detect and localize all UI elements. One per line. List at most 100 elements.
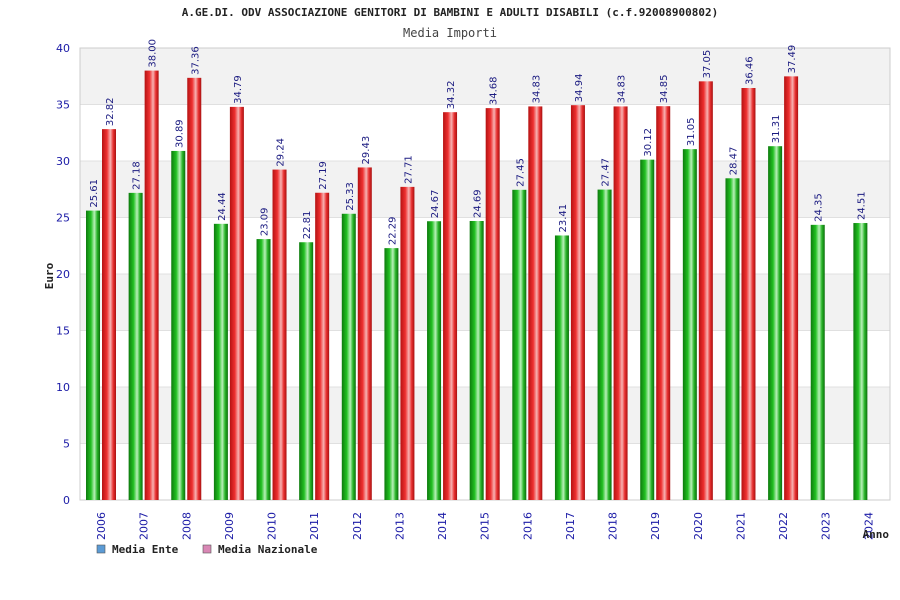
x-tick-label: 2007 xyxy=(138,512,151,540)
data-label: 38.00 xyxy=(148,39,159,68)
bar-media-ente xyxy=(597,189,612,501)
data-label: 34.68 xyxy=(489,76,500,105)
data-label: 27.47 xyxy=(601,158,612,187)
bar-media-ente xyxy=(427,221,442,500)
x-tick-label: 2009 xyxy=(223,512,236,540)
data-label: 37.49 xyxy=(787,45,798,74)
data-label: 23.41 xyxy=(558,204,569,233)
bar-media-nazionale xyxy=(272,169,287,500)
data-label: 32.82 xyxy=(105,97,116,126)
bar-media-ente xyxy=(256,239,271,500)
bar-media-nazionale xyxy=(698,81,713,501)
data-label: 22.81 xyxy=(302,211,313,240)
bar-media-nazionale xyxy=(357,167,372,501)
bar-media-nazionale xyxy=(741,88,756,500)
x-tick-label: 2012 xyxy=(351,512,364,540)
legend: Media Ente Media Nazionale xyxy=(96,543,318,556)
x-axis: 2006 2007 2008 2009 2010 2011 2012 2013 2014 2015… xyxy=(95,512,875,540)
data-label: 27.71 xyxy=(403,155,414,184)
x-tick-label: 2008 xyxy=(180,512,193,540)
grid-band xyxy=(80,48,890,105)
y-axis: 0 5 10 15 20 25 30 35 40 xyxy=(56,42,70,507)
bar-media-nazionale xyxy=(570,105,585,500)
bar-media-nazionale xyxy=(656,106,671,500)
bar-media-ente xyxy=(853,223,868,501)
data-label: 34.94 xyxy=(574,74,585,103)
bar-media-ente xyxy=(810,224,825,500)
bar-media-ente xyxy=(640,159,655,501)
data-label: 36.46 xyxy=(744,56,755,85)
data-label: 24.35 xyxy=(814,193,825,222)
x-tick-label: 2021 xyxy=(734,512,747,540)
x-tick-label: 2013 xyxy=(393,512,406,540)
data-label: 28.47 xyxy=(728,147,739,176)
bar-media-nazionale xyxy=(443,112,458,501)
bar-media-nazionale xyxy=(229,106,244,501)
data-label: 29.24 xyxy=(276,138,287,167)
bar-media-nazionale xyxy=(144,70,159,500)
bar-media-nazionale xyxy=(187,77,202,500)
y-tick-label: 40 xyxy=(56,42,70,55)
bar-media-ente xyxy=(341,213,356,500)
bar-media-ente xyxy=(469,221,484,501)
data-label: 31.31 xyxy=(771,115,782,144)
y-tick-label: 30 xyxy=(56,155,70,168)
bar-media-ente xyxy=(512,189,527,500)
x-tick-label: 2011 xyxy=(308,512,321,540)
bar-media-nazionale xyxy=(528,106,543,501)
x-tick-label: 2018 xyxy=(607,512,620,540)
data-label: 25.33 xyxy=(345,182,356,211)
x-tick-label: 2024 xyxy=(862,512,875,540)
bar-media-nazionale xyxy=(315,192,330,501)
bar-media-ente xyxy=(768,146,783,500)
legend-swatch xyxy=(202,544,212,554)
bar-media-nazionale xyxy=(485,108,500,500)
x-tick-label: 2023 xyxy=(820,512,833,540)
data-label: 27.18 xyxy=(132,161,143,190)
y-tick-label: 5 xyxy=(63,438,70,451)
bar-media-nazionale xyxy=(400,186,415,500)
data-label: 23.09 xyxy=(260,207,271,236)
chart-subtitle: Media Importi xyxy=(403,26,497,40)
data-label: 30.89 xyxy=(174,119,185,148)
data-label: 27.45 xyxy=(515,158,526,187)
data-label: 34.83 xyxy=(617,75,628,104)
x-tick-label: 2017 xyxy=(564,512,577,540)
data-label: 22.29 xyxy=(387,216,398,245)
data-label: 34.32 xyxy=(446,81,457,110)
legend-label: Media Ente xyxy=(112,543,179,556)
data-label: 27.19 xyxy=(318,161,329,190)
x-tick-label: 2006 xyxy=(95,512,108,540)
x-tick-label: 2010 xyxy=(266,512,279,540)
data-label: 24.44 xyxy=(217,192,228,221)
bar-media-ente xyxy=(128,192,143,500)
data-label: 24.51 xyxy=(856,191,867,220)
bar-media-ente xyxy=(299,242,314,500)
x-tick-label: 2014 xyxy=(436,512,449,540)
legend-swatch xyxy=(96,544,106,554)
data-label: 30.12 xyxy=(643,128,654,157)
bar-media-ente xyxy=(384,248,399,500)
data-label: 29.43 xyxy=(361,136,372,165)
y-tick-label: 0 xyxy=(63,494,70,507)
x-tick-label: 2022 xyxy=(777,512,790,540)
data-label: 34.83 xyxy=(531,75,542,104)
bars: 25.61 27.18 30.89 24.44 23.09 22.81 25.33 22.29… xyxy=(86,39,868,501)
x-tick-label: 2019 xyxy=(649,512,662,540)
data-label: 25.61 xyxy=(89,179,100,208)
y-tick-label: 10 xyxy=(56,381,70,394)
y-tick-label: 35 xyxy=(56,99,70,112)
plot-border xyxy=(79,47,891,501)
x-axis-label: Anno xyxy=(863,528,890,541)
y-axis-label: Euro xyxy=(43,262,56,289)
data-label: 37.05 xyxy=(702,50,713,79)
bar-media-ente xyxy=(725,178,740,500)
chart-title: A.GE.DI. ODV ASSOCIAZIONE GENITORI DI BA… xyxy=(182,6,718,19)
y-tick-label: 20 xyxy=(56,268,70,281)
bar-media-ente xyxy=(213,223,228,500)
x-tick-label: 2016 xyxy=(521,512,534,540)
bar-media-ente xyxy=(554,235,569,501)
data-label: 37.36 xyxy=(190,46,201,75)
bar-media-nazionale xyxy=(102,129,116,500)
